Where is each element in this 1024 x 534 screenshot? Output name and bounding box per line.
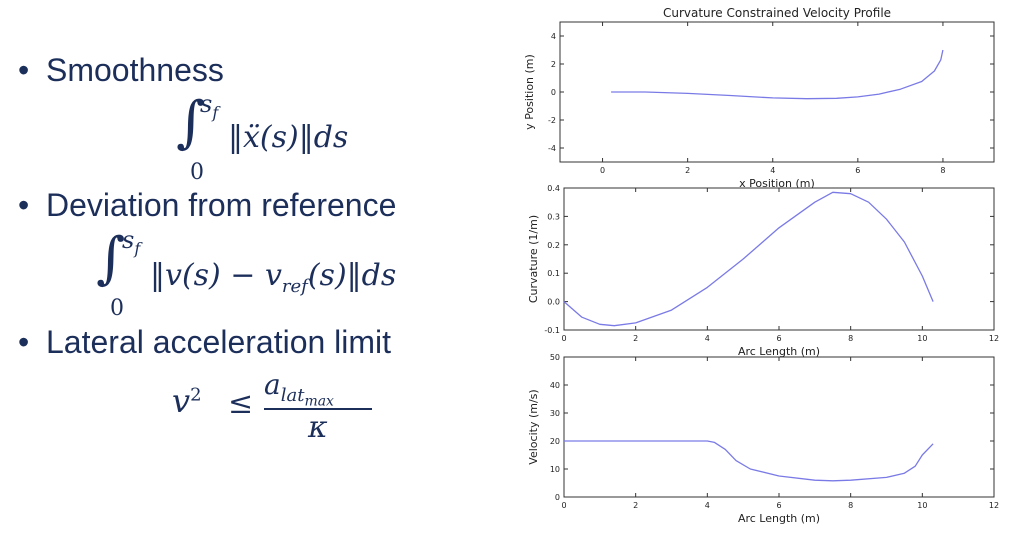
x-axis-label: Arc Length (m) xyxy=(738,512,820,525)
deviation-integrand: ‖v(s) − vref(s)‖ds xyxy=(150,258,397,297)
y-tick-label: 0.0 xyxy=(547,298,560,307)
series-line xyxy=(563,191,934,327)
integral-lower-limit: 0 xyxy=(110,296,124,321)
y-tick-label: 20 xyxy=(550,437,560,446)
bullet-dot: • xyxy=(18,52,30,88)
y-tick-label: 0.1 xyxy=(547,269,560,278)
x-tick-label: 2 xyxy=(633,334,638,343)
smoothness-integrand: ‖ẍ(s)‖ds xyxy=(228,120,349,155)
lateral-numerator: alatmax xyxy=(264,368,334,410)
lateral-formula: v2 ≤ alatmax κ xyxy=(172,368,392,448)
x-tick-label: 6 xyxy=(855,166,860,175)
lateral-lhs: v2 xyxy=(172,382,202,420)
x-tick-label: 8 xyxy=(848,501,853,510)
x-tick-label: 12 xyxy=(989,501,999,510)
x-tick-label: 4 xyxy=(705,334,710,343)
x-tick-label: 6 xyxy=(776,501,781,510)
x-tick-label: 0 xyxy=(600,166,605,175)
chart-title: Curvature Constrained Velocity Profile xyxy=(663,6,891,20)
y-tick-label: 0.4 xyxy=(547,184,560,193)
x-tick-label: 10 xyxy=(917,334,927,343)
integral-sign: ∫ xyxy=(96,226,126,291)
x-axis-label: x Position (m) xyxy=(739,177,815,190)
x-tick-label: 0 xyxy=(561,334,566,343)
deviation-formula: ∫ sf 0 ‖v(s) − vref(s)‖ds xyxy=(96,226,476,321)
smoothness-formula: ∫ sf 0 ‖ẍ(s)‖ds xyxy=(176,90,396,185)
x-tick-label: 8 xyxy=(848,334,853,343)
plots-panel: 0 2 4 6 8 -4 -2 0 2 4 Curvature Constrained Veloci… xyxy=(510,0,1024,529)
x-tick-label: 4 xyxy=(770,166,775,175)
x-tick-label: 12 xyxy=(989,334,999,343)
y-axis-label: Curvature (1/m) xyxy=(527,215,540,303)
y-tick-label: 4 xyxy=(551,32,556,41)
bullet-dot: • xyxy=(18,187,30,223)
x-tick-label: 4 xyxy=(705,501,710,510)
series-line xyxy=(564,440,934,482)
x-tick-label: 6 xyxy=(776,334,781,343)
bullet-lateral: • Lateral acceleration limit xyxy=(18,324,391,360)
integral-upper-limit: sf xyxy=(200,90,219,122)
y-tick-label: -4 xyxy=(548,144,556,153)
lateral-denominator: κ xyxy=(308,410,328,445)
integral-upper-limit: sf xyxy=(122,226,141,258)
y-tick-label: 0.3 xyxy=(547,212,560,221)
y-axis-label: Velocity (m/s) xyxy=(527,389,540,464)
y-tick-label: -2 xyxy=(548,116,556,125)
fraction-bar xyxy=(264,408,372,410)
y-tick-label: -0.1 xyxy=(544,326,560,335)
x-tick-label: 10 xyxy=(917,501,927,510)
x-tick-label: 0 xyxy=(561,501,566,510)
integral-lower-limit: 0 xyxy=(190,160,204,185)
bullet-smoothness: • Smoothness xyxy=(18,52,224,88)
bullet-dot: • xyxy=(18,324,30,360)
slide-text-panel: • Smoothness ∫ sf 0 ‖ẍ(s)‖ds • Deviation f… xyxy=(0,0,510,529)
x-tick-label: 2 xyxy=(633,501,638,510)
series-line xyxy=(611,49,944,100)
bullet-label: Smoothness xyxy=(46,52,224,88)
x-tick-label: 8 xyxy=(940,166,945,175)
x-axis-label: Arc Length (m) xyxy=(738,345,820,358)
plots-svg: 0 2 4 6 8 -4 -2 0 2 4 Curvature Constrained Veloci… xyxy=(523,6,999,525)
lateral-relation: ≤ xyxy=(228,386,254,421)
y-tick-label: 10 xyxy=(550,465,560,474)
y-tick-label: 0 xyxy=(551,88,556,97)
y-axis-label: y Position (m) xyxy=(523,54,536,130)
integral-sign: ∫ xyxy=(176,90,206,155)
plot-frame xyxy=(563,187,995,331)
y-tick-label: 50 xyxy=(550,353,560,362)
bullet-deviation: • Deviation from reference xyxy=(18,187,396,223)
y-tick-label: 30 xyxy=(550,409,560,418)
y-tick-label: 2 xyxy=(551,60,556,69)
bullet-label: Deviation from reference xyxy=(46,187,397,223)
x-tick-label: 2 xyxy=(685,166,690,175)
bullet-label: Lateral acceleration limit xyxy=(46,324,392,360)
y-tick-label: 0 xyxy=(555,493,560,502)
y-tick-label: 0.2 xyxy=(547,241,560,250)
y-tick-label: 40 xyxy=(550,381,560,390)
